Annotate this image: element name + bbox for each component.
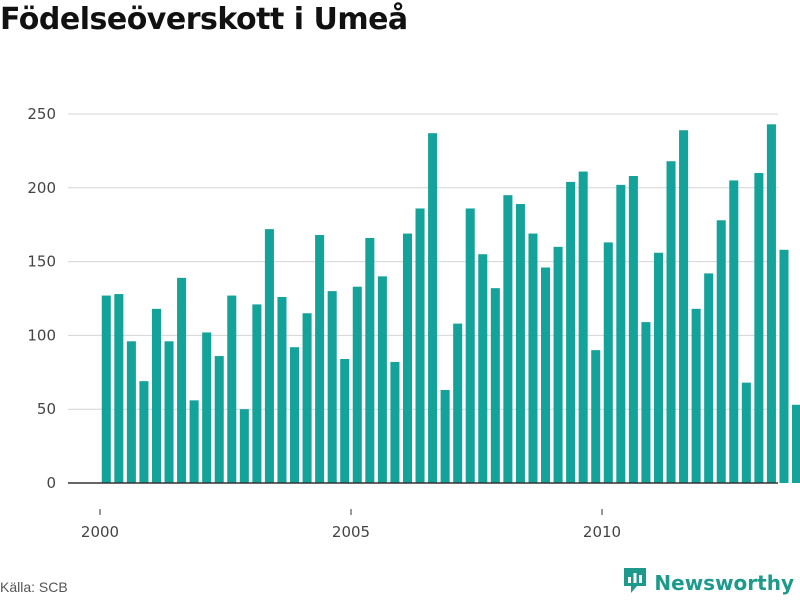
newsworthy-logo-icon [622, 566, 648, 599]
bar [164, 341, 174, 483]
bar [202, 332, 212, 483]
bar [415, 208, 425, 483]
y-tick-label: 0 [46, 474, 56, 492]
bar [252, 304, 262, 483]
bar [591, 350, 601, 483]
bar [390, 361, 400, 483]
x-tick-label: 2000 [81, 523, 119, 541]
bar [628, 175, 638, 484]
chart-title: Födelseöverskott i Umeå [0, 2, 408, 37]
bar [177, 277, 187, 483]
bar [528, 233, 538, 483]
bar [666, 161, 676, 484]
bar [101, 295, 111, 483]
bar [352, 286, 362, 483]
bar [503, 195, 513, 483]
bar [616, 184, 626, 483]
bar [126, 341, 136, 483]
y-tick-label: 100 [27, 326, 56, 344]
y-tick-label: 250 [27, 105, 56, 123]
bar [327, 291, 337, 483]
bar [377, 276, 387, 483]
bar [440, 390, 450, 483]
bar [515, 204, 525, 484]
bar [716, 220, 726, 483]
bar [578, 171, 588, 483]
bar [704, 273, 714, 483]
bar [478, 254, 488, 483]
bar [754, 173, 764, 484]
bar [315, 235, 325, 483]
y-axis-ticks: 0 50 100 150 200 250 [27, 105, 56, 492]
bar [541, 267, 551, 483]
bar [653, 252, 663, 483]
source-credit: Källa: SCB [0, 579, 68, 595]
y-tick-label: 50 [37, 400, 56, 418]
bar [553, 246, 563, 483]
bar [214, 356, 224, 483]
bars [101, 124, 800, 484]
bar [741, 382, 751, 483]
bar [340, 359, 350, 483]
bar [453, 323, 463, 483]
bar [290, 347, 300, 483]
bar [428, 133, 438, 483]
bar [264, 229, 274, 483]
bar [402, 233, 412, 483]
bar [189, 400, 199, 483]
bar [365, 237, 375, 483]
bar [139, 381, 149, 483]
bar [490, 288, 500, 483]
bar [792, 404, 800, 483]
bar [779, 249, 789, 483]
bar [603, 242, 613, 483]
bar [691, 308, 701, 483]
bar [766, 124, 776, 483]
bar [277, 297, 287, 483]
bar [465, 208, 475, 483]
x-tick-label: 2005 [332, 523, 370, 541]
y-tick-label: 200 [27, 179, 56, 197]
bar [302, 313, 312, 483]
bar [227, 295, 237, 483]
brand-name: Newsworthy [654, 570, 794, 595]
x-axis-ticks: 200020052010201520202025 [81, 509, 621, 541]
bar [729, 180, 739, 484]
bar [566, 181, 576, 483]
x-tick-label: 2010 [583, 523, 621, 541]
bar [679, 130, 689, 484]
bar [151, 308, 161, 483]
bar [114, 294, 124, 483]
y-tick-label: 150 [27, 253, 56, 271]
bar [641, 322, 651, 483]
bar [239, 409, 249, 483]
brand-logo[interactable]: Newsworthy [622, 566, 794, 599]
